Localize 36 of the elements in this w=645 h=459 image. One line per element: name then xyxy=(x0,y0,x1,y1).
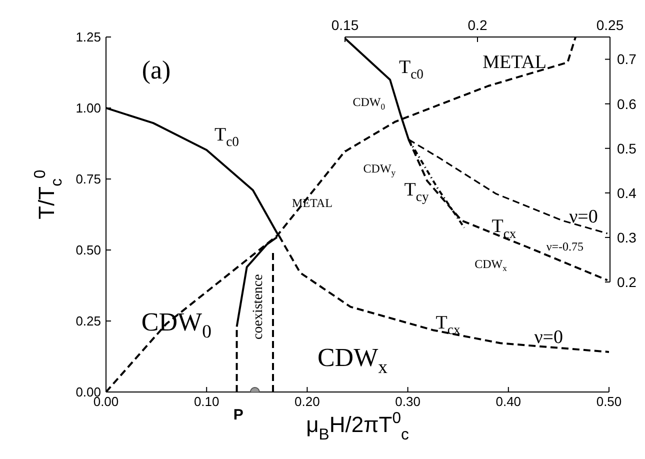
annotation: (a) xyxy=(142,55,171,84)
x-tick-label: 0.40 xyxy=(496,394,522,410)
series-label: P xyxy=(233,406,244,424)
annotation: CDW$_{y}$ xyxy=(363,161,396,178)
y-tick-label: 0.5 xyxy=(617,140,637,156)
annotation: T$_{c0}$ xyxy=(399,57,424,82)
annotation: ν=0 xyxy=(569,206,598,228)
y-tick-label: 0.2 xyxy=(617,274,637,290)
annotation: CDW$_{x}$ xyxy=(317,343,388,378)
y-tick-label: 0.4 xyxy=(617,184,637,201)
annotation: CDW$_{x}$ xyxy=(474,256,507,274)
x-tick-label: 0.30 xyxy=(395,394,420,410)
x-tick-label: 0.20 xyxy=(294,394,320,410)
annotation: T$_{cx}$ xyxy=(436,312,460,338)
x-tick-label: 0.2 xyxy=(468,17,488,33)
y-tick-label: 1.25 xyxy=(76,30,101,45)
annotation: coexistence xyxy=(251,274,266,340)
annotation: T$_{cy}$ xyxy=(404,180,429,204)
x-tick-label: 0.25 xyxy=(596,17,624,33)
y-tick-label: 0.3 xyxy=(617,229,637,246)
x-tick-label: 0.10 xyxy=(194,394,220,410)
annotation: METAL xyxy=(482,52,547,74)
annotation: CDW$_{0}$ xyxy=(352,94,385,112)
y-tick-label: 0.50 xyxy=(76,242,101,258)
y-tick-label: 0.7 xyxy=(617,51,637,68)
annotation: ν=-0.75 xyxy=(546,239,584,254)
annotation: CDW$_{0}$ xyxy=(141,308,212,343)
x-tick-label: 0.15 xyxy=(331,17,359,33)
annotation: T$_{cx}$ xyxy=(492,216,516,241)
y-tick-label: 0.6 xyxy=(617,96,637,112)
annotation: T$_{c0}$ xyxy=(214,124,239,150)
y-tick-label: 1.00 xyxy=(76,100,101,116)
y-tick-label: 0.25 xyxy=(76,314,101,329)
annotation: ν=0 xyxy=(534,327,564,348)
x-tick-label: 0.50 xyxy=(596,394,622,410)
y-tick-label: 0.75 xyxy=(76,172,101,187)
